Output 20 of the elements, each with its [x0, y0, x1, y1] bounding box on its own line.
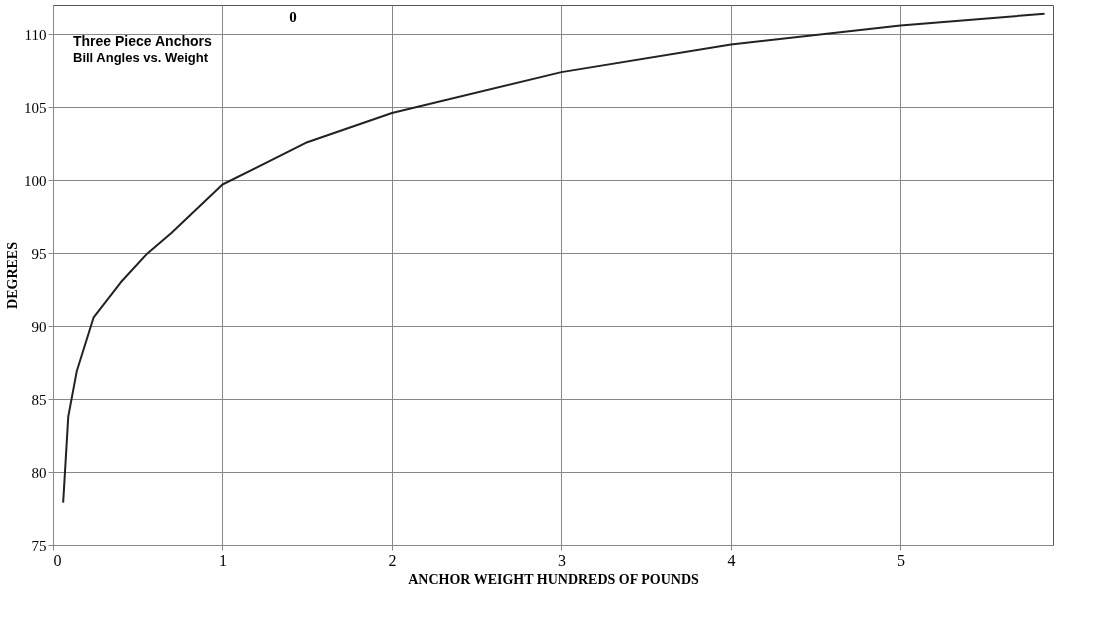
text: Bill Angles vs. Weight: [73, 50, 209, 65]
y-tick-label: 85: [31, 391, 47, 408]
y-tick-label: 80: [31, 464, 47, 481]
text: Three Piece Anchors: [73, 33, 212, 49]
y-axis-title: DEGREES: [5, 241, 20, 309]
x-tick-label: 3: [557, 551, 566, 569]
x-tick-label: 1: [218, 551, 227, 569]
x-tick-label: 0: [53, 551, 62, 569]
x-tick-label: 2: [388, 551, 397, 569]
y-tick-label: 75: [31, 537, 47, 554]
y-tick-label: 110: [24, 26, 47, 43]
y-tick-label: 105: [24, 99, 47, 116]
y-tick-label: 95: [31, 245, 47, 262]
annotation: 0: [289, 9, 297, 25]
y-tick-label: 100: [24, 172, 47, 189]
x-tick-label: 4: [727, 551, 736, 569]
y-tick-label: 90: [31, 318, 47, 335]
line-series: [62, 12, 1046, 504]
x-axis-title: ANCHOR WEIGHT HUNDREDS OF POUNDS: [408, 571, 700, 587]
x-tick-label: 5: [896, 551, 905, 569]
